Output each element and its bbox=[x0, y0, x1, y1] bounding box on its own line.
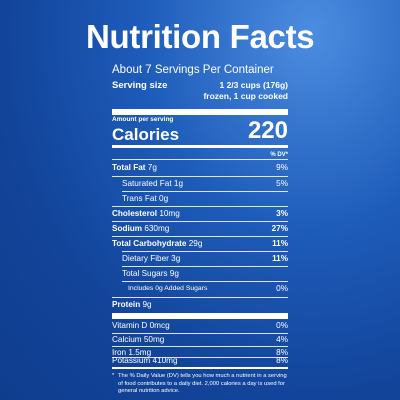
nutrient-amount: 9g bbox=[142, 300, 152, 309]
vitamin-name: Potassium bbox=[112, 356, 151, 365]
divider bbox=[112, 176, 288, 177]
nutrient-amount: 29g bbox=[188, 239, 203, 248]
nutrient-name: Trans Fat bbox=[122, 194, 157, 203]
divider bbox=[122, 191, 288, 192]
nutrient-dv: 3% bbox=[276, 209, 288, 218]
nutrient-name: Dietary Fiber bbox=[122, 254, 169, 263]
medium-divider bbox=[112, 145, 288, 148]
nutrient-dv: 11% bbox=[272, 254, 288, 263]
nutrient-name: Total Sugars bbox=[122, 269, 168, 278]
nutrition-facts-panel: Nutrition Facts About 7 Servings Per Con… bbox=[86, 0, 315, 400]
vitamin-row-potassium: Potassium 410mg 8% bbox=[112, 352, 288, 365]
divider bbox=[122, 251, 288, 252]
nutrient-row-total-sugars: Total Sugars 9g bbox=[112, 269, 288, 282]
nutrient-row-cholesterol: Cholesterol 10mg 3% bbox=[112, 209, 288, 222]
vitamin-name: Iron bbox=[112, 348, 127, 357]
medium-divider bbox=[112, 367, 288, 369]
vitamin-amount: 1.5mg bbox=[128, 348, 152, 357]
divider bbox=[122, 281, 288, 282]
nutrient-row-total-carbohydrate: Total Carbohydrate 29g 11% bbox=[112, 239, 288, 252]
servings-per-container: About 7 Servings Per Container bbox=[112, 64, 274, 76]
nutrient-row-trans-fat: Trans Fat 0g bbox=[112, 194, 288, 207]
nutrient-dv: 5% bbox=[276, 179, 288, 188]
nutrient-row-saturated-fat: Saturated Fat 1g 5% bbox=[112, 179, 288, 192]
vitamin-amount: 0mcg bbox=[149, 321, 170, 330]
vitamin-row-calcium: Calcium 50mg 4% bbox=[112, 335, 288, 348]
amount-per-serving-label: Amount per serving bbox=[112, 116, 174, 123]
nutrient-amount: 9g bbox=[169, 269, 179, 278]
daily-value-footnote: * The % Daily Value (DV) tells you how m… bbox=[112, 373, 288, 396]
nutrient-name: Includes 0g Added Sugars bbox=[128, 285, 208, 292]
nutrient-row-sodium: Sodium 630mg 27% bbox=[112, 224, 288, 237]
nutrient-dv: 9% bbox=[276, 163, 288, 172]
vitamin-amount: 50mg bbox=[143, 335, 165, 344]
vitamin-dv: 8% bbox=[276, 356, 288, 365]
nutrient-amount: 1g bbox=[173, 179, 183, 188]
vitamin-name: Calcium bbox=[112, 335, 142, 344]
footnote-asterisk: * bbox=[112, 373, 115, 379]
vitamin-dv: 4% bbox=[276, 335, 288, 344]
thick-divider bbox=[112, 313, 288, 319]
nutrient-dv: 27% bbox=[271, 224, 288, 233]
thick-divider bbox=[112, 109, 288, 115]
vitamin-dv: 8% bbox=[276, 348, 288, 357]
daily-value-header: % DV* bbox=[270, 152, 288, 158]
nutrient-amount: 10mg bbox=[159, 209, 180, 218]
divider bbox=[112, 159, 288, 160]
nutrient-name: Total Carbohydrate bbox=[112, 239, 187, 248]
nutrient-dv: 0% bbox=[276, 284, 288, 293]
divider bbox=[122, 266, 288, 267]
nutrient-name: Cholesterol bbox=[112, 209, 158, 218]
vitamin-amount: 410mg bbox=[152, 356, 178, 365]
footnote-text: The % Daily Value (DV) tells you how muc… bbox=[118, 373, 287, 395]
divider bbox=[112, 236, 288, 237]
nutrient-amount: 630mg bbox=[144, 224, 170, 233]
nutrient-row-dietary-fiber: Dietary Fiber 3g 11% bbox=[112, 254, 288, 267]
nutrient-name: Protein bbox=[112, 300, 141, 309]
nutrient-row-total-fat: Total Fat 7g 9% bbox=[112, 163, 288, 176]
divider bbox=[112, 221, 288, 222]
serving-size-line-1: 1 2/3 cups (176g) bbox=[219, 80, 288, 90]
vitamin-dv: 0% bbox=[276, 321, 288, 330]
nutrient-amount: 3g bbox=[171, 254, 181, 263]
divider bbox=[112, 346, 288, 347]
divider bbox=[112, 297, 288, 298]
divider bbox=[112, 333, 288, 334]
vitamin-row-vitamin-d: Vitamin D 0mcg 0% bbox=[112, 321, 288, 334]
serving-size-line-2: frozen, 1 cup cooked bbox=[203, 91, 288, 101]
nutrient-amount: 0g bbox=[159, 194, 169, 203]
nutrient-name: Sodium bbox=[112, 224, 143, 233]
serving-size-row: Serving size 1 2/3 cups (176g) frozen, 1… bbox=[112, 80, 288, 108]
vitamin-name: Vitamin D bbox=[112, 321, 148, 330]
nutrient-row-protein: Protein 9g bbox=[112, 300, 288, 313]
calories-label: Calories bbox=[112, 125, 180, 144]
nutrient-dv: 11% bbox=[272, 239, 288, 248]
divider bbox=[112, 357, 288, 358]
nutrient-amount: 7g bbox=[147, 163, 157, 172]
vitamin-row-iron: Iron 1.5mg 8% bbox=[112, 348, 288, 361]
nutrition-facts-title: Nutrition Facts bbox=[86, 18, 315, 55]
serving-size-value: 1 2/3 cups (176g) frozen, 1 cup cooked bbox=[203, 80, 288, 102]
divider bbox=[112, 206, 288, 207]
nutrient-name: Total Fat bbox=[112, 163, 146, 172]
calories-value: 220 bbox=[247, 117, 288, 144]
nutrient-row-added-sugars: Includes 0g Added Sugars 0% bbox=[112, 284, 288, 298]
nutrient-name: Saturated Fat bbox=[122, 179, 172, 188]
serving-size-label: Serving size bbox=[112, 80, 168, 91]
